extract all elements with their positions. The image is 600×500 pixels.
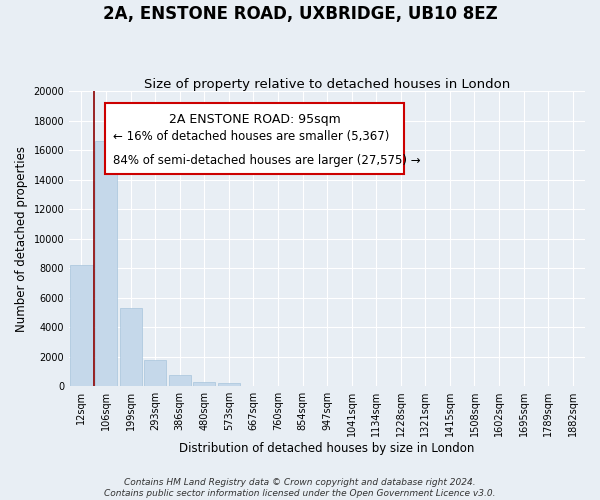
Bar (218, 383, 240, 386)
X-axis label: Distribution of detached houses by size in London: Distribution of detached houses by size … (179, 442, 475, 455)
Text: 84% of semi-detached houses are larger (27,575) →: 84% of semi-detached houses are larger (… (113, 154, 421, 168)
Bar (70, 265, 92, 386)
Bar (119, 308, 142, 386)
Bar (95, 141, 117, 386)
Bar (144, 360, 166, 386)
Y-axis label: Number of detached properties: Number of detached properties (15, 146, 28, 332)
Title: Size of property relative to detached houses in London: Size of property relative to detached ho… (144, 78, 510, 91)
Text: ← 16% of detached houses are smaller (5,367): ← 16% of detached houses are smaller (5,… (113, 130, 389, 143)
Bar (193, 382, 215, 386)
Bar (169, 375, 191, 386)
Text: 2A ENSTONE ROAD: 95sqm: 2A ENSTONE ROAD: 95sqm (169, 113, 341, 126)
FancyBboxPatch shape (105, 103, 404, 174)
Text: Contains HM Land Registry data © Crown copyright and database right 2024.
Contai: Contains HM Land Registry data © Crown c… (104, 478, 496, 498)
Text: 2A, ENSTONE ROAD, UXBRIDGE, UB10 8EZ: 2A, ENSTONE ROAD, UXBRIDGE, UB10 8EZ (103, 5, 497, 23)
